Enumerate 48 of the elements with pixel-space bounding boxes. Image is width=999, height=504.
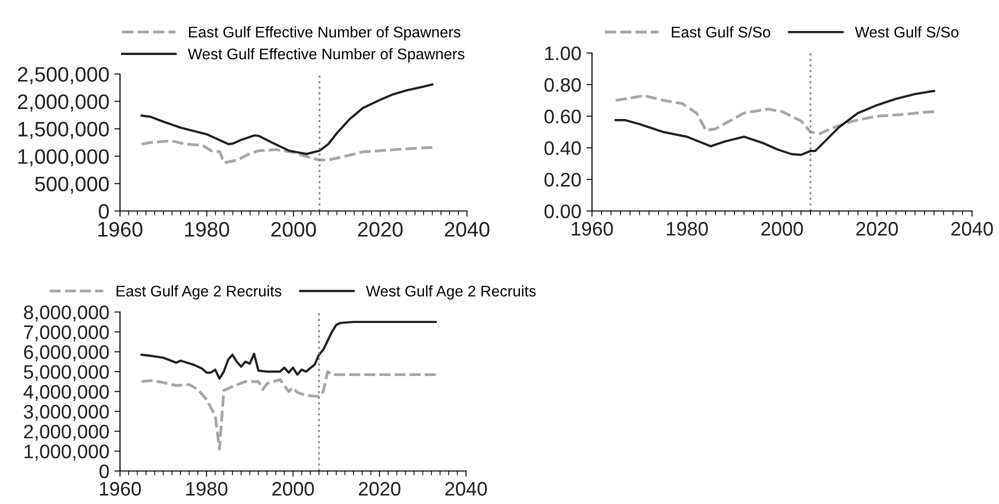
y-tick-label: 2,000,000: [24, 424, 109, 441]
y-tick-label: 1,000,000: [18, 149, 109, 166]
legend-label: East Gulf S/So: [672, 26, 770, 38]
y-tick-label: 1,500,000: [18, 122, 109, 140]
y-tick-label: 4,000,000: [24, 384, 109, 402]
y-tick-label: 6,000,000: [24, 345, 109, 362]
x-tick-label: 1980: [666, 222, 708, 236]
x-tick-label: 1960: [98, 222, 142, 237]
legend-label: East Gulf Effective Number of Spawners: [189, 26, 460, 41]
line-series: [140, 370, 438, 451]
y-tick-label: 8,000,000: [24, 305, 109, 322]
y-tick-label: 0: [100, 464, 109, 478]
legend-label: West Gulf S/So: [854, 26, 958, 38]
line-series: [614, 94, 936, 135]
y-tick-label: 2,500,000: [18, 67, 109, 84]
y-tick-label: 7,000,000: [24, 325, 109, 342]
x-tick-label: 1980: [185, 222, 230, 237]
line-series: [140, 139, 434, 164]
legend-label: West Gulf Effective Number of Spawners: [188, 48, 464, 62]
x-tick-label: 2040: [444, 222, 490, 237]
y-tick-label: 2,000,000: [18, 94, 109, 112]
y-tick-label: 5,000,000: [24, 365, 109, 382]
line-series: [140, 83, 434, 156]
x-tick-label: 1960: [572, 222, 613, 236]
legend-label: West Gulf Age 2 Recruits: [366, 285, 536, 300]
x-tick-label: 2040: [951, 222, 993, 236]
y-tick-label: 1,000,000: [24, 444, 109, 461]
y-tick-label: 500,000: [35, 176, 109, 194]
y-tick-label: 0.00: [544, 204, 581, 218]
legend-label: East Gulf Age 2 Recruits: [116, 285, 282, 300]
x-tick-label: 2000: [271, 222, 316, 237]
y-tick-label: 3,000,000: [24, 404, 109, 421]
x-tick-label: 1980: [186, 482, 228, 496]
x-tick-label: 2000: [761, 222, 803, 236]
line-series: [140, 320, 437, 380]
x-tick-label: 2020: [358, 222, 403, 237]
x-tick-label: 2040: [445, 482, 487, 496]
y-tick-label: 0.80: [544, 78, 581, 92]
y-tick-label: 1.00: [545, 46, 581, 60]
x-tick-label: 1960: [100, 482, 141, 496]
x-tick-label: 2020: [856, 222, 898, 236]
y-tick-label: 0: [98, 204, 109, 219]
x-tick-label: 2020: [358, 482, 400, 496]
line-series: [614, 90, 936, 156]
x-tick-label: 2000: [272, 482, 314, 496]
y-tick-label: 0.40: [544, 141, 581, 156]
y-tick-label: 0.60: [544, 110, 581, 124]
y-tick-label: 0.20: [544, 172, 581, 187]
